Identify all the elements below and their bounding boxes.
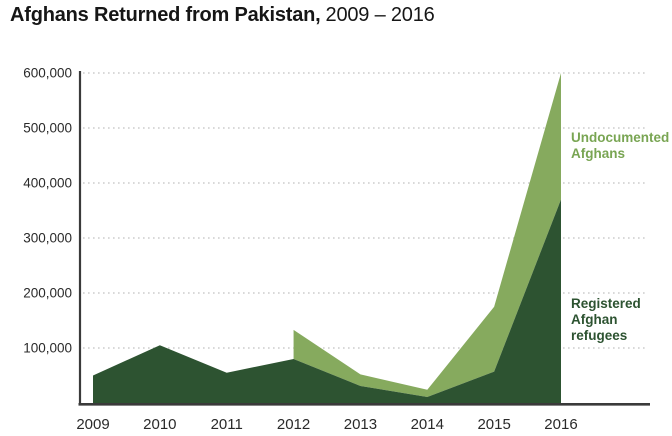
area-undocumented-afghans bbox=[293, 73, 561, 397]
x-tick-label-2016: 2016 bbox=[544, 416, 577, 433]
x-tick-label-2009: 2009 bbox=[76, 416, 109, 433]
y-tick-label-600000: 600,000 bbox=[23, 66, 72, 81]
y-tick-label-300000: 300,000 bbox=[23, 231, 72, 246]
y-tick-label-400000: 400,000 bbox=[23, 176, 72, 191]
x-tick-label-2013: 2013 bbox=[344, 416, 377, 433]
y-tick-label-500000: 500,000 bbox=[23, 121, 72, 136]
area-registered-afghan-refugees bbox=[93, 199, 561, 405]
series-label-undocumented-afghans: Undocumented Afghans bbox=[571, 130, 670, 161]
chart-title: Afghans Returned from Pakistan, 2009 – 20… bbox=[10, 4, 435, 27]
chart-title-bold: Afghans Returned from Pakistan, bbox=[10, 4, 321, 26]
chart-title-range: 2009 – 2016 bbox=[325, 4, 435, 26]
x-tick-label-2011: 2011 bbox=[211, 416, 243, 433]
x-tick-label-2015: 2015 bbox=[477, 416, 510, 433]
x-tick-label-2014: 2014 bbox=[411, 416, 444, 433]
x-tick-label-2010: 2010 bbox=[143, 416, 176, 433]
y-tick-label-200000: 200,000 bbox=[23, 286, 72, 301]
series-label-registered-afghan-refugees: Registered Afghan refugees bbox=[571, 296, 641, 343]
x-tick-label-2012: 2012 bbox=[277, 416, 310, 433]
y-tick-label-100000: 100,000 bbox=[23, 341, 72, 356]
